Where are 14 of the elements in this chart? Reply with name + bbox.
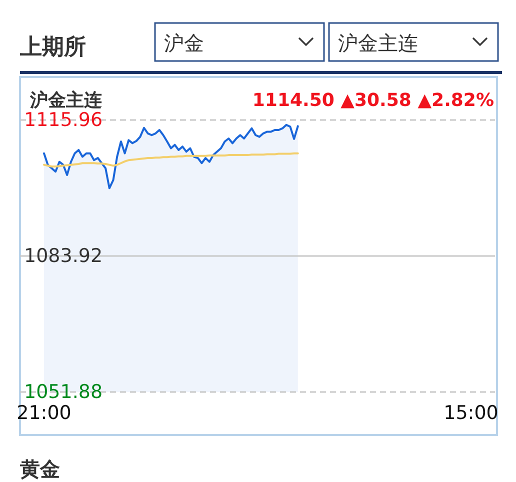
y-tick-label: 1051.88 [24,381,103,403]
text: 1114.50 [252,90,334,111]
x-tick-label: 15:00 [444,402,498,424]
y-tick-label: 1083.92 [24,245,103,267]
chart-title: 上期所 [19,35,86,60]
y-tick-label: 1115.96 [24,109,103,131]
x-tick-label: 21:00 [16,402,72,424]
text: ▲30.58 [334,90,412,111]
chart-subtitle: 沪金主连 [29,90,102,111]
line-series [43,152,299,168]
text: ▲2.82% [411,90,494,111]
text: 沪金主连 [338,31,418,55]
text: 沪金 [164,31,204,55]
text: 黄金 [19,457,60,481]
